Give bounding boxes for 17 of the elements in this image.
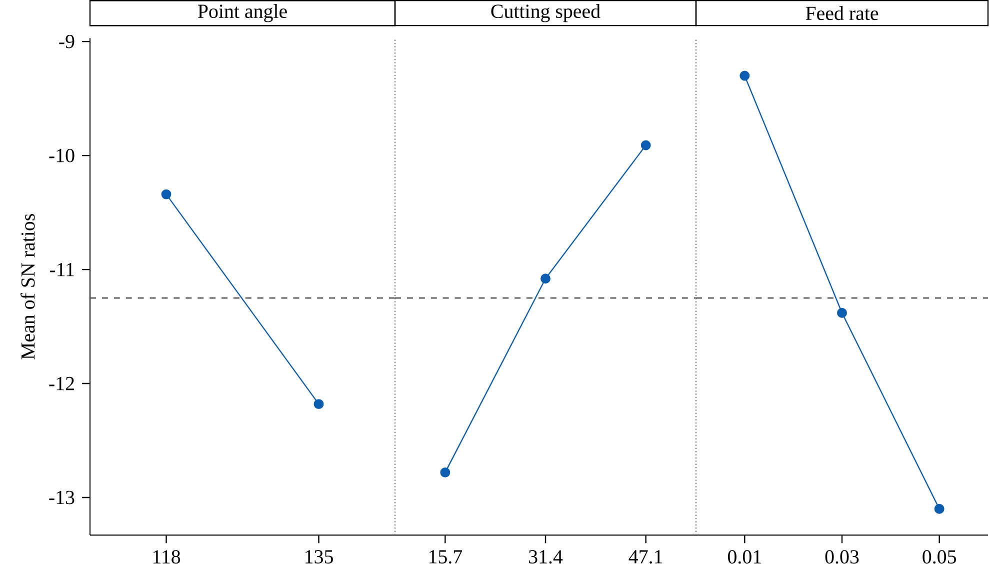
x-tick-label: 15.7 xyxy=(429,550,462,564)
y-tick-label: -12 xyxy=(49,376,74,390)
x-tick-label: 0.01 xyxy=(728,550,761,564)
chart-title: Feed rate xyxy=(806,6,878,20)
x-tick-label: 31.4 xyxy=(529,550,563,564)
x-tick-label: 0.03 xyxy=(825,550,859,564)
x-tick-label: 47.1 xyxy=(628,550,662,564)
y-tick-label: -9 xyxy=(59,34,74,48)
x-tick-label: 135 xyxy=(306,550,333,564)
chart-title: Cutting speed xyxy=(491,4,600,22)
y-tick-label: -10 xyxy=(49,148,74,162)
y-tick-label: -11 xyxy=(50,262,74,276)
chart-title: Point angle xyxy=(198,4,287,22)
y-axis-title: Mean of SN ratios xyxy=(20,214,35,360)
x-tick-label: 0.05 xyxy=(922,550,956,564)
x-tick-label: 118 xyxy=(153,550,180,564)
y-tick-label: -13 xyxy=(49,490,74,504)
